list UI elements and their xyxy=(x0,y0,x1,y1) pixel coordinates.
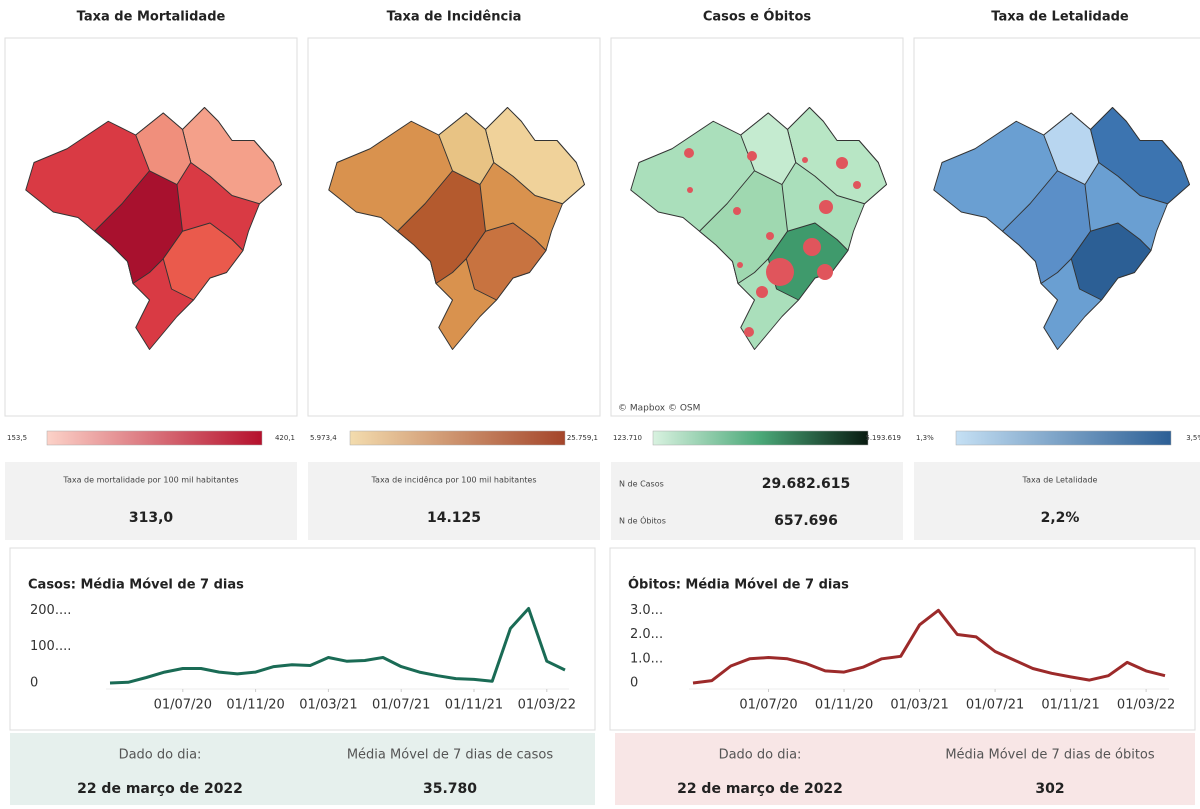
x-tick-label: 01/03/21 xyxy=(299,698,357,713)
x-tick-label: 01/07/20 xyxy=(154,698,212,713)
legend-max: 420,1 xyxy=(275,434,295,442)
summary-label: Dado do dia: xyxy=(119,748,202,763)
metric-box xyxy=(5,462,297,540)
chart-panel xyxy=(9,547,596,731)
map-title: Casos e Óbitos xyxy=(703,9,812,25)
legend-bar xyxy=(46,430,263,446)
y-tick-label: 2.0... xyxy=(630,627,663,642)
legend-bar xyxy=(955,430,1172,446)
metric-label: Taxa de incidênca por 100 mil habitantes xyxy=(370,475,536,485)
metric-box xyxy=(308,462,600,540)
y-tick-label: 3.0... xyxy=(630,603,663,618)
metric-label: Taxa de mortalidade por 100 mil habitant… xyxy=(62,476,238,485)
summary-box xyxy=(10,733,595,805)
series-line xyxy=(109,607,566,685)
legend-min: 5.973,4 xyxy=(310,434,337,442)
chart-title: Casos: Média Móvel de 7 dias xyxy=(28,578,244,593)
chart-panel xyxy=(609,547,1196,731)
x-tick-label: 01/07/21 xyxy=(372,698,430,713)
summary-label: Dado do dia: xyxy=(719,748,802,763)
metric-value: 2,2% xyxy=(1041,510,1080,526)
x-tick-label: 01/11/21 xyxy=(1041,698,1099,713)
metric-label: Taxa de Letalidade xyxy=(1022,476,1098,485)
map-title: Taxa de Mortalidade xyxy=(77,10,226,25)
legend-bar xyxy=(349,430,566,446)
summary-date: 22 de março de 2022 xyxy=(77,781,243,797)
x-tick-label: 01/11/21 xyxy=(445,698,503,713)
legend-bar xyxy=(652,430,869,446)
summary-label: Média Móvel de 7 dias de casos xyxy=(347,748,554,763)
summary-date: 22 de março de 2022 xyxy=(677,781,843,797)
legend-max: 5.193.619 xyxy=(865,434,901,442)
x-tick-label: 01/07/21 xyxy=(966,698,1024,713)
legend-min: 153,5 xyxy=(7,434,27,442)
metric-value: 313,0 xyxy=(129,510,174,526)
y-tick-label: 1.0... xyxy=(630,651,663,666)
y-tick-label: 100.... xyxy=(30,639,71,654)
series-line xyxy=(692,608,1166,685)
x-tick-label: 01/11/20 xyxy=(815,698,873,713)
metric-label: N de Casos xyxy=(619,480,664,489)
x-tick-label: 01/03/21 xyxy=(890,698,948,713)
metric-value: 657.696 xyxy=(774,513,838,529)
x-tick-label: 01/03/22 xyxy=(518,698,576,713)
summary-label: Média Móvel de 7 dias de óbitos xyxy=(945,748,1155,763)
y-tick-label: 0 xyxy=(30,676,38,691)
chart-title: Óbitos: Média Móvel de 7 dias xyxy=(628,577,849,593)
map-title: Taxa de Letalidade xyxy=(991,10,1129,25)
legend-max: 25.759,1 xyxy=(567,434,598,442)
metric-value: 14.125 xyxy=(427,510,481,526)
metric-box xyxy=(611,462,903,540)
summary-value: 302 xyxy=(1035,781,1064,797)
map-shapes xyxy=(25,107,1190,350)
summary-value: 35.780 xyxy=(423,781,477,797)
summary-box xyxy=(615,733,1195,805)
legend-min: 123.710 xyxy=(613,434,642,442)
legend-min: 1,3% xyxy=(916,434,934,442)
x-tick-label: 01/11/20 xyxy=(226,698,284,713)
bubbles xyxy=(684,148,861,337)
x-tick-label: 01/07/20 xyxy=(739,698,797,713)
map-title: Taxa de Incidência xyxy=(387,10,522,25)
legend-max: 3,5% xyxy=(1186,434,1200,442)
metric-value: 29.682.615 xyxy=(762,476,851,492)
y-tick-label: 200.... xyxy=(30,603,71,618)
metric-box xyxy=(914,462,1200,540)
attribution: © Mapbox © OSM xyxy=(618,404,700,414)
metric-label: N de Óbitos xyxy=(619,515,666,526)
y-tick-label: 0 xyxy=(630,676,638,691)
x-tick-label: 01/03/22 xyxy=(1117,698,1175,713)
